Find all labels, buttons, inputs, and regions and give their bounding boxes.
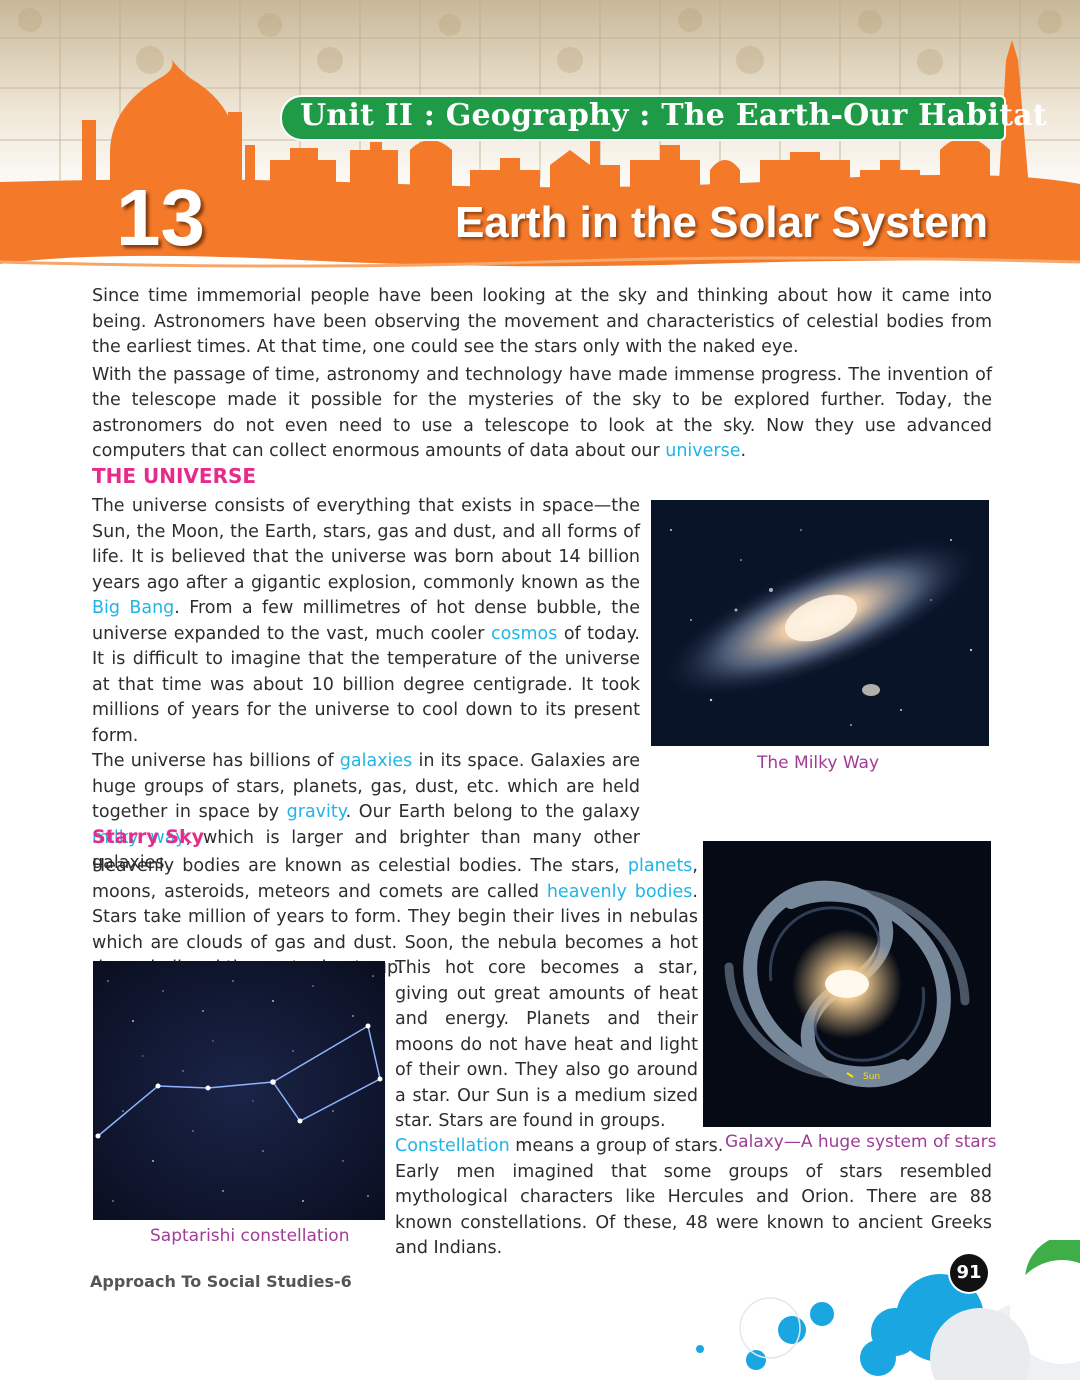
decorative-bubbles [696, 1240, 1080, 1380]
unit-banner [282, 97, 1004, 139]
universe-text: The universe consists of everything that… [92, 496, 640, 593]
universe-term: universe [665, 441, 741, 461]
page-number-badge [950, 1254, 988, 1292]
constellation-term: Constellation [395, 1136, 510, 1156]
big-bang-term: Big Bang [92, 598, 175, 618]
intro-section: Since time immemorial people have been l… [92, 284, 992, 465]
intro-paragraph-1: Since time immemorial people have been l… [92, 286, 992, 357]
star-core-text: This hot core becomes a star, giving out… [395, 958, 698, 1131]
starry-sky-paragraph-2: This hot core becomes a star, giving out… [395, 956, 698, 1135]
intro-text: With the passage of time, astronomy and … [92, 364, 992, 462]
intro-paragraph-2: With the passage of time, astronomy and … [92, 363, 992, 465]
universe-section: The universe consists of everything that… [92, 494, 640, 877]
universe-paragraph-2: The universe has billions of galaxies in… [92, 749, 640, 877]
constellation-section: Constellation means a group of stars. Ea… [395, 1134, 992, 1262]
constellation-text: means a group of stars. [509, 1136, 724, 1156]
saptarishi-caption: Saptarishi constellation [150, 1226, 350, 1246]
galaxy-image: Sun [703, 841, 991, 1127]
constellation-definition: Constellation means a group of stars. [395, 1134, 992, 1160]
sun-position-label: Sun [863, 1072, 880, 1082]
universe-text: of today. It is difficult to imagine tha… [92, 623, 640, 746]
page-number: 91 [956, 1262, 982, 1283]
starry-text: , moons, asteroids, meteors and comets a… [92, 856, 698, 902]
chapter-number: 13 [116, 173, 205, 262]
cosmos-term: cosmos [491, 623, 558, 644]
chapter-title: Earth in the Solar System [454, 198, 988, 247]
intro-text-end: . [740, 441, 747, 461]
milky-way-image [651, 500, 989, 746]
universe-text: in its space. Galaxies are huge groups o… [92, 751, 640, 822]
universe-text: The universe has billions of [92, 751, 340, 771]
saptarishi-constellation-image [93, 961, 385, 1220]
starry-sky-paragraph-1: Heavenly bodies are known as celestial b… [92, 854, 698, 982]
planets-term: planets [627, 856, 693, 876]
book-title: Approach To Social Studies-6 [90, 1272, 352, 1291]
milky-way-caption: The Milky Way [757, 753, 880, 773]
unit-title: Unit II : Geography : The Earth-Our Habi… [300, 98, 1047, 133]
section-heading-universe: THE UNIVERSE [92, 464, 257, 488]
gravity-term: gravity [286, 802, 346, 822]
milky-way-term: milky way [92, 827, 186, 848]
universe-text: . Our Earth belong to the galaxy [345, 802, 640, 822]
section-heading-starry-sky: Starry Sky [92, 826, 205, 848]
galaxy-caption: Galaxy—A huge system of stars [725, 1132, 997, 1152]
universe-text: , which is larger and brighter than many… [92, 827, 640, 874]
galaxies-term: galaxies [339, 751, 413, 771]
universe-paragraph-1: The universe consists of everything that… [92, 494, 640, 749]
universe-text: . From a few millimetres of hot dense bu… [92, 598, 640, 644]
constellation-paragraph: Early men imagined that some groups of s… [395, 1161, 992, 1259]
starry-text: Heavenly bodies are known as celestial b… [92, 856, 628, 876]
heavenly-bodies-term: heavenly bodies [546, 881, 693, 902]
